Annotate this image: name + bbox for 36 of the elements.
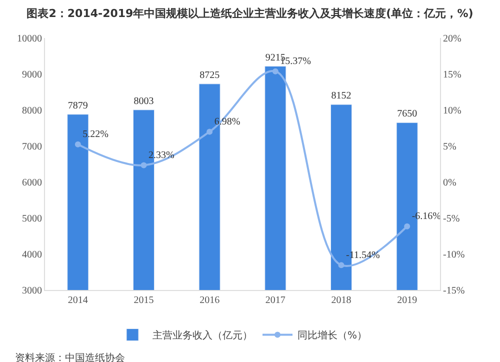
y-tick-label: 10000 — [17, 34, 42, 44]
x-tick-label: 2018 — [331, 295, 352, 306]
y2-tick-label: -5% — [443, 214, 460, 224]
y-tick-label: 6000 — [22, 178, 42, 188]
x-tick-label: 2017 — [265, 295, 286, 306]
y-tick-label: 7000 — [22, 142, 42, 152]
point — [74, 141, 81, 148]
y-tick-label: 5000 — [22, 214, 42, 224]
data-label: 8152 — [331, 90, 352, 102]
x-tick-label: 2019 — [397, 295, 418, 306]
point — [272, 68, 278, 74]
data-label: 8003 — [134, 96, 154, 107]
legend-label: 主营业务收入（亿元） — [152, 330, 252, 342]
y2-tick-label: 5% — [443, 142, 456, 152]
point — [140, 162, 147, 168]
data-label: 7879 — [68, 100, 88, 112]
y-tick-label: 9000 — [22, 70, 42, 80]
y-tick-label: 3000 — [22, 286, 42, 296]
y2-tick-label: 15% — [443, 70, 462, 80]
y2-tick-label: -10% — [443, 250, 465, 260]
y2-tick-label: 20% — [443, 34, 462, 44]
point — [338, 262, 344, 268]
y-tick-label: 4000 — [22, 250, 42, 260]
y2-tick-label: 10% — [443, 106, 462, 116]
point — [206, 128, 213, 135]
data-label: 8725 — [200, 70, 220, 81]
legend-label: 同比增长（%） — [298, 330, 368, 342]
y-tick-label: 8000 — [22, 106, 42, 116]
y2-tick-label: 0% — [443, 178, 456, 188]
point — [404, 223, 410, 230]
y2-tick-label: -15% — [443, 286, 465, 296]
data-label: 7650 — [397, 108, 418, 120]
x-tick-label: 2016 — [200, 295, 220, 306]
x-tick-label: 2015 — [134, 295, 154, 306]
chart-title: 图表2：2014-2019年中国规模以上造纸企业主营业务收入及其增长速度(单位：亿元，%) — [26, 6, 474, 20]
x-tick-label: 2014 — [68, 295, 88, 306]
